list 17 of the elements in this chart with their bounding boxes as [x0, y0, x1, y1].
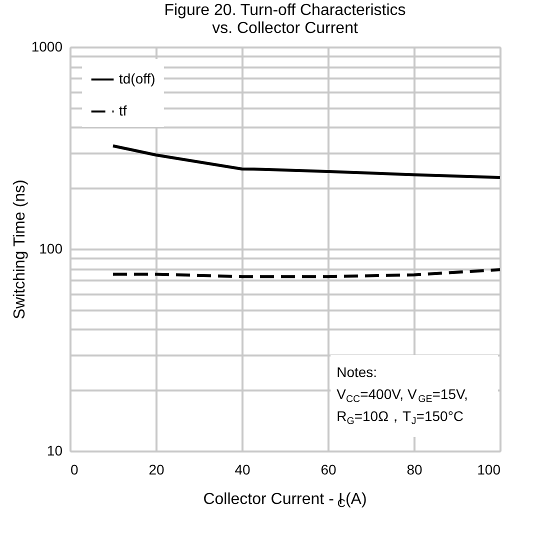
- x-tick-label: 80: [406, 462, 422, 478]
- line-series: [112, 268, 502, 278]
- x-tick-label: 20: [148, 462, 164, 478]
- x-tick-label: 60: [320, 462, 336, 478]
- legend-label: td(off): [119, 70, 156, 86]
- text: vs. Collector Current: [212, 20, 358, 37]
- annotation: Notes:: [336, 364, 378, 380]
- legend-label: tf: [119, 102, 127, 118]
- y-tick-label: 10: [46, 442, 63, 458]
- y-axis-title: Switching Time (ns): [11, 180, 28, 320]
- text: Figure 20. Turn-off Characteristics: [164, 2, 406, 19]
- x-tick-label: 100: [477, 462, 501, 478]
- line-series: [112, 144, 502, 179]
- y-tick-label: 100: [39, 240, 63, 256]
- x-tick-label: 0: [70, 462, 78, 478]
- x-tick-label: 40: [234, 462, 250, 478]
- y-tick-label: 1000: [31, 38, 63, 54]
